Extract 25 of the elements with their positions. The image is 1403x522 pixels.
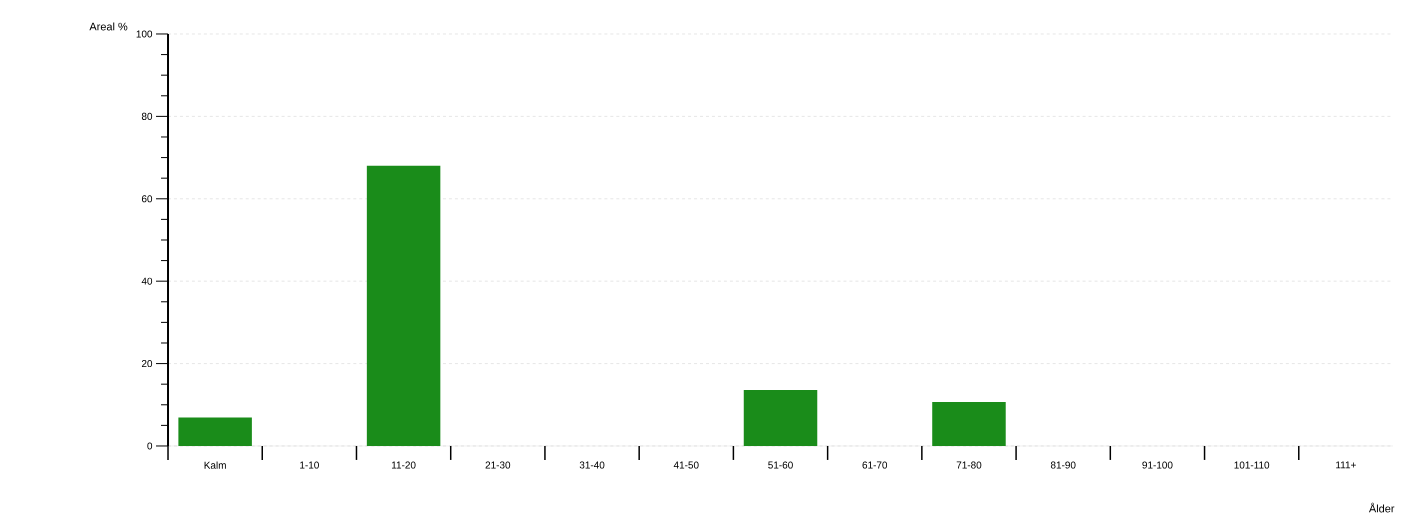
y-axis-title: Areal %	[89, 22, 128, 31]
y-tick-label: 80	[141, 112, 153, 120]
x-tick-label: 61-70	[862, 461, 888, 469]
y-tick-label: 0	[147, 442, 153, 450]
x-tick-label: 41-50	[673, 461, 699, 469]
y-tick-label: 20	[141, 360, 153, 368]
bar	[743, 389, 818, 446]
x-tick-label: 31-40	[579, 461, 605, 469]
bar	[366, 165, 441, 446]
y-tick-label: 100	[136, 30, 153, 38]
x-tick-label: 101-110	[1234, 461, 1270, 469]
x-tick-label: 1-10	[300, 461, 319, 469]
x-tick-label: 71-80	[956, 461, 982, 469]
y-tick-label: 60	[141, 195, 153, 203]
x-tick-label: 111+	[1336, 461, 1356, 469]
y-tick-label: 40	[141, 277, 153, 285]
x-tick-label: 21-30	[485, 461, 511, 469]
x-tick-label: Kalm	[204, 461, 226, 469]
x-tick-label: 91-100	[1142, 461, 1173, 469]
bar	[932, 401, 1006, 446]
bar	[178, 417, 252, 446]
x-tick-label: 51-60	[768, 461, 793, 469]
x-tick-label: 81-90	[1050, 461, 1076, 469]
x-axis-title: Ålder	[1368, 502, 1395, 513]
x-tick-label: 11-20	[391, 461, 416, 469]
